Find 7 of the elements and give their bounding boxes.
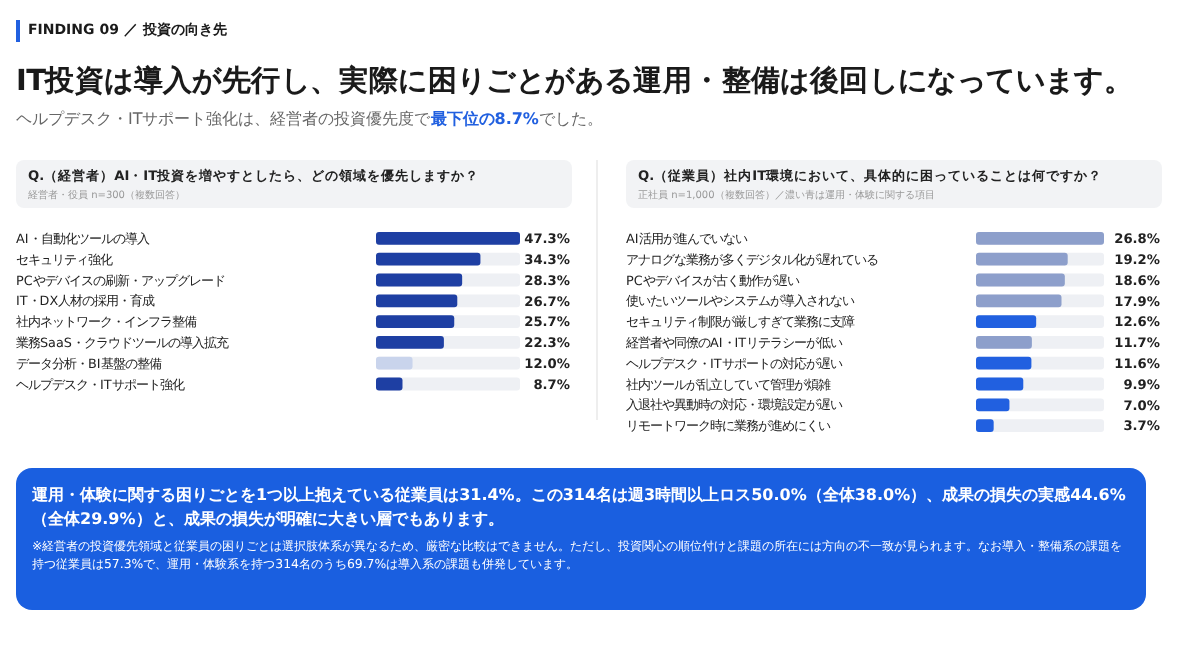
text: でした。 [538,110,603,128]
text: ヘルプデスク・ITサポート強化は、経営者の投資優先度で [16,110,431,128]
text: IT投資は導入が先行し、実際に困りごとがある運用・整備は後回しになっています。 [16,62,1134,100]
bar [976,419,994,432]
bar [376,377,403,391]
text: 運用・体験に関する困りごとを1つ以上抱えている従業員は31.4%。この314名は週3時間以上ロス50.0%（全体38.0%）、成果の損失の実感44.6%（全体29.9%）と、成果の損失が明確に大きい層でもあります。 [32,484,1128,532]
text: 最下位の8.7% [430,110,539,128]
